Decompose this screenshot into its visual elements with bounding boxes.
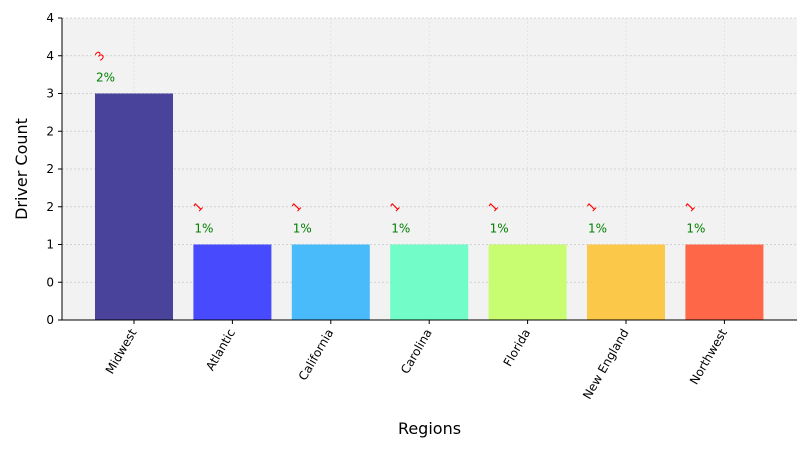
y-tick-label: 2 xyxy=(46,124,54,138)
x-tick-label: Carolina xyxy=(398,327,435,377)
percent-label: 1% xyxy=(391,222,410,236)
bar-midwest xyxy=(95,93,173,320)
percent-label: 1% xyxy=(194,222,213,236)
x-tick-label: Northwest xyxy=(687,326,730,387)
x-tick-label: Florida xyxy=(501,327,534,369)
y-axis-title: Driver Count xyxy=(12,118,31,220)
percent-label: 1% xyxy=(490,222,509,236)
x-axis-title: Regions xyxy=(398,419,461,438)
x-tick-label: Midwest xyxy=(103,326,140,376)
bar-new-england xyxy=(587,244,665,320)
y-tick-label: 2 xyxy=(46,162,54,176)
y-tick-label: 0 xyxy=(46,313,54,327)
y-tick-label: 4 xyxy=(46,49,54,63)
y-tick-label: 1 xyxy=(46,238,54,252)
bar-california xyxy=(291,244,370,320)
bar-florida xyxy=(488,244,567,320)
percent-label: 2% xyxy=(96,71,115,85)
y-tick-label: 3 xyxy=(46,87,54,101)
percent-label: 1% xyxy=(293,222,312,236)
x-tick-label: New England xyxy=(580,327,631,402)
percent-label: 1% xyxy=(686,222,705,236)
bar-northwest xyxy=(685,244,764,320)
y-tick-label: 4 xyxy=(46,11,54,25)
y-tick-label: 2 xyxy=(46,200,54,214)
y-axis-ticks: 0 0 1 2 2 2 3 4 4 xyxy=(46,11,62,327)
percent-label: 1% xyxy=(588,222,607,236)
value-labels: 2%31%11%11%11%11%11%1 xyxy=(92,48,705,235)
bar-atlantic xyxy=(193,244,272,320)
y-tick-label: 0 xyxy=(46,275,54,289)
bars xyxy=(95,93,764,320)
x-tick-label: Atlantic xyxy=(203,327,238,374)
bar-carolina xyxy=(390,244,469,320)
x-tick-label: California xyxy=(296,327,337,383)
x-axis-ticks: Midwest Atlantic California Carolina Florida… xyxy=(103,320,730,402)
